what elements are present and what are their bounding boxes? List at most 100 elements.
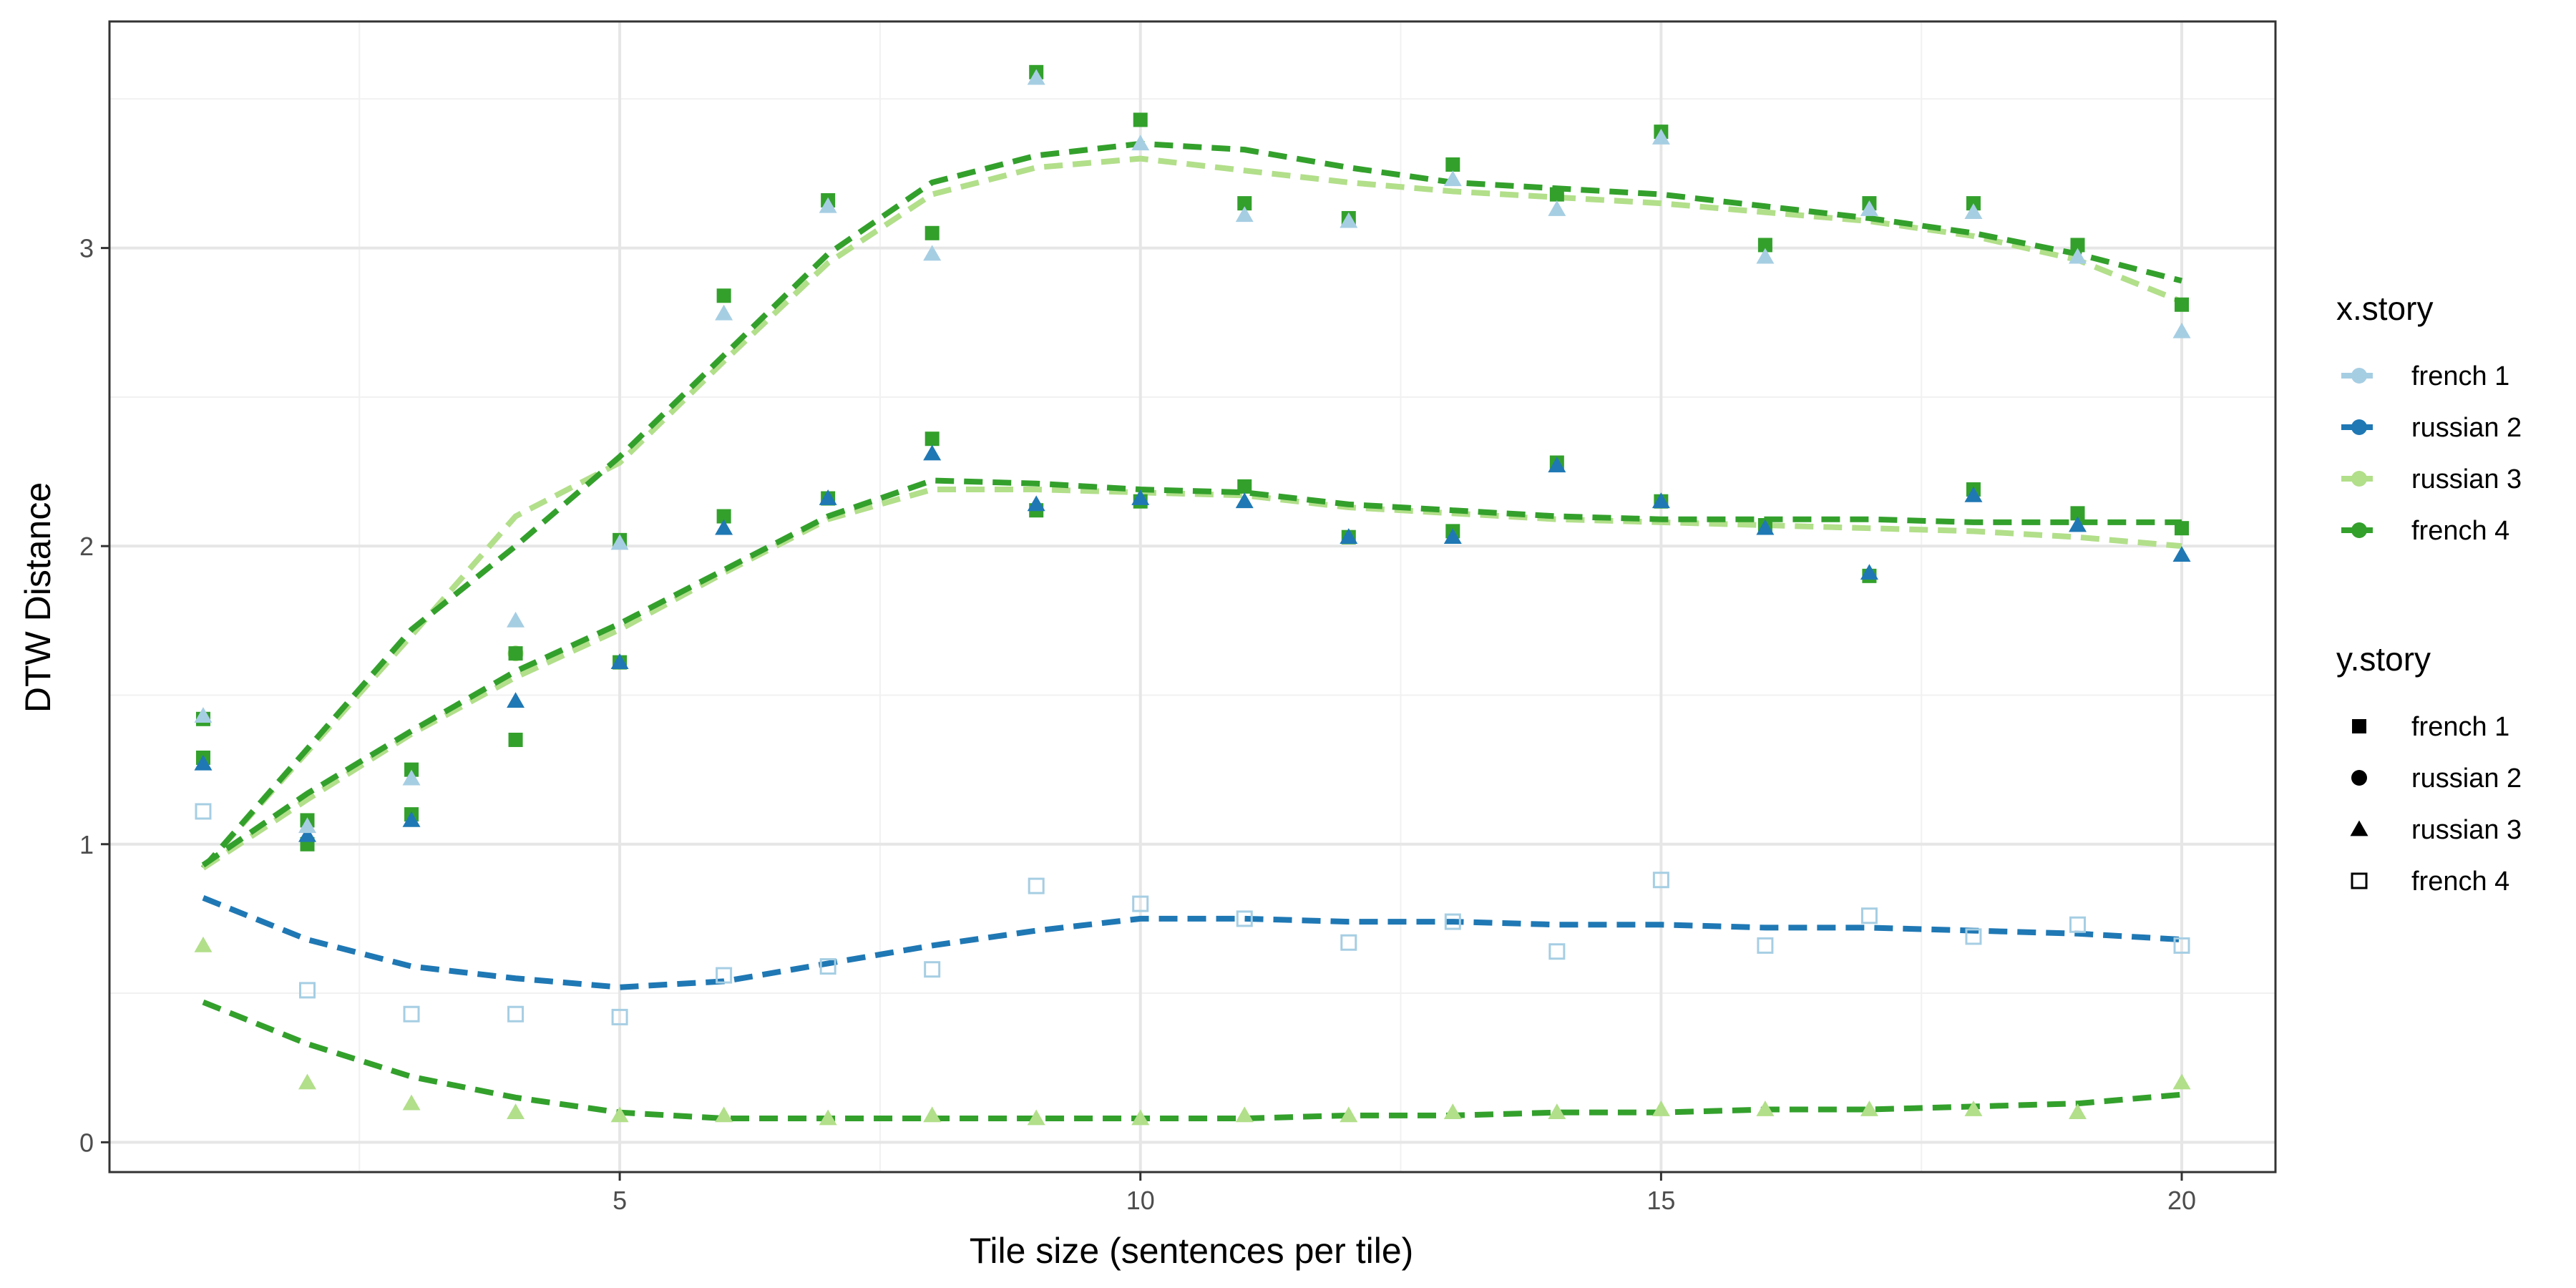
data-point: [1444, 913, 1461, 930]
x-tick-label: 10: [1126, 1186, 1155, 1215]
plot-border: [108, 20, 2277, 1174]
data-point: [610, 653, 629, 670]
data-point: [402, 811, 421, 827]
data-point: [1548, 457, 1566, 473]
gridlines: [109, 21, 2275, 1172]
data-point: [1860, 200, 1878, 216]
trend-line: [202, 999, 2182, 1122]
trend-line: [200, 140, 2183, 870]
data-point: [507, 611, 525, 628]
data-point: [402, 1094, 421, 1111]
trend-line: [201, 487, 2182, 871]
data-point: [1235, 206, 1254, 223]
plot-frame: [108, 20, 2277, 1174]
legend-x-story-dot: [2351, 419, 2367, 435]
data-point: [1443, 1103, 1462, 1120]
data-point: [1237, 479, 1252, 494]
data-point: [924, 961, 941, 978]
x-tick-label: 15: [1646, 1186, 1675, 1215]
data-point: [2175, 521, 2190, 536]
data-point: [1443, 170, 1462, 187]
legend-x-story-label: french 4: [2411, 516, 2509, 546]
legend-x-story: x.story french 1 russian 2 russian 3 french…: [2336, 290, 2522, 546]
plot-area: [109, 21, 2275, 1172]
data-point: [402, 769, 421, 786]
data-point: [715, 519, 733, 535]
legend-y-story-marker: [2350, 820, 2368, 836]
data-point: [298, 826, 317, 842]
data-point: [2172, 322, 2191, 338]
data-point: [716, 288, 731, 303]
legend-y-story-label: russian 3: [2411, 815, 2522, 845]
data-point: [195, 803, 212, 820]
data-point: [1964, 486, 1983, 502]
legend-x-story-dot: [2351, 471, 2367, 487]
data-point: [1548, 200, 1566, 216]
data-point: [1652, 1101, 1670, 1116]
legend-x-story-dot: [2351, 522, 2367, 538]
data-point: [1132, 895, 1149, 912]
data-point: [715, 304, 733, 321]
plot-panel: [109, 21, 2275, 1172]
data-point: [1756, 248, 1775, 264]
data-point: [1860, 1101, 1878, 1116]
x-tick-label: 20: [2167, 1186, 2196, 1215]
legend-y-story-marker: [2351, 770, 2367, 786]
legend-y-story-label: russian 2: [2411, 763, 2522, 794]
data-point: [2175, 297, 2190, 312]
data-point: [1965, 928, 1982, 945]
data-point: [1652, 872, 1669, 889]
data-point: [1237, 196, 1252, 211]
data-point: [1235, 492, 1254, 509]
legend-x-story-label: french 1: [2411, 361, 2509, 391]
data-point: [923, 444, 942, 461]
data-point: [819, 489, 837, 505]
data-point: [1131, 489, 1150, 505]
data-point: [1340, 528, 1358, 545]
data-point: [1443, 528, 1462, 545]
data-point: [2172, 546, 2191, 562]
data-point: [1027, 495, 1045, 512]
data-point: [1757, 937, 1774, 954]
legend-x-story-label: russian 3: [2411, 464, 2522, 494]
data-point: [819, 197, 837, 213]
data-point: [2068, 248, 2087, 264]
data-point: [716, 967, 733, 984]
data-point: [1964, 1101, 1983, 1116]
data-point: [1131, 135, 1150, 151]
data-point: [1027, 69, 1045, 85]
data-point: [507, 692, 525, 708]
data-point: [298, 817, 317, 834]
data-point: [611, 1008, 628, 1025]
data-point: [1340, 212, 1358, 228]
trend-lines: [200, 140, 2183, 1122]
data-point: [2068, 516, 2087, 532]
data-point: [923, 1106, 942, 1123]
y-tick-label: 3: [79, 234, 94, 263]
x-tick-label: 5: [613, 1186, 627, 1215]
trend-line: [200, 155, 2183, 870]
legend-x-story-label: russian 2: [2411, 413, 2522, 443]
data-point: [298, 1073, 317, 1090]
data-point: [2173, 937, 2190, 954]
legend-y-story-label: french 1: [2411, 712, 2509, 742]
data-point: [1652, 492, 1670, 509]
data-point: [924, 225, 940, 240]
data-point: [819, 958, 836, 975]
data-point: [194, 936, 213, 952]
data-point: [1548, 943, 1566, 960]
y-tick-label: 0: [79, 1128, 94, 1157]
trend-line: [202, 895, 2182, 990]
legend-y-story-marker: [2351, 872, 2368, 889]
data-point: [1548, 1103, 1566, 1120]
data-point: [1757, 238, 1772, 253]
data-points: [194, 64, 2191, 1126]
y-axis-ticks: 0 1 2 3: [79, 234, 109, 1157]
data-point: [1027, 1109, 1045, 1126]
data-point: [2069, 916, 2086, 933]
y-axis-title: DTW Distance: [18, 482, 58, 713]
data-point: [2070, 506, 2085, 521]
data-point: [610, 534, 629, 550]
data-point: [2068, 1103, 2087, 1120]
